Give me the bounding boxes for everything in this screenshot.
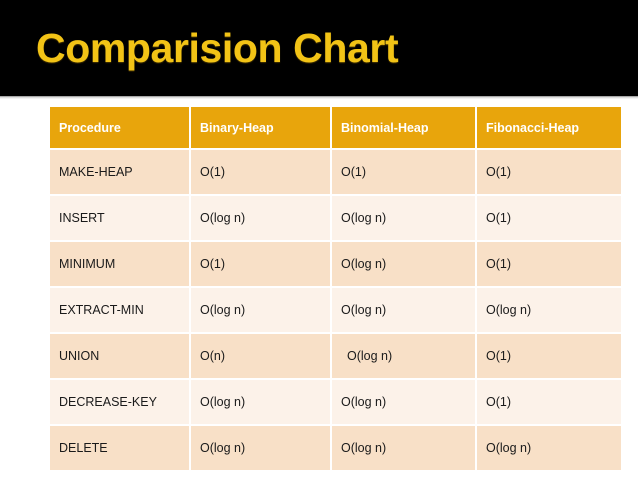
cell-fibonacci-heap: O(1) [477, 196, 621, 242]
table-row: DECREASE-KEY O(log n) O(log n) O(1) [50, 380, 621, 426]
cell-procedure: INSERT [50, 196, 191, 242]
column-header-procedure: Procedure [50, 107, 191, 150]
cell-binary-heap: O(1) [191, 150, 332, 196]
cell-procedure: MAKE-HEAP [50, 150, 191, 196]
cell-procedure: DELETE [50, 426, 191, 470]
cell-fibonacci-heap: O(1) [477, 150, 621, 196]
cell-binomial-heap: O(1) [332, 150, 477, 196]
cell-procedure: UNION [50, 334, 191, 380]
cell-fibonacci-heap: O(1) [477, 242, 621, 288]
cell-binomial-heap: O(log n) [332, 242, 477, 288]
cell-procedure: MINIMUM [50, 242, 191, 288]
title-divider [0, 96, 638, 99]
cell-binary-heap: O(log n) [191, 288, 332, 334]
cell-procedure: DECREASE-KEY [50, 380, 191, 426]
table-header-row: Procedure Binary-Heap Binomial-Heap Fibo… [50, 107, 621, 150]
table-row: INSERT O(log n) O(log n) O(1) [50, 196, 621, 242]
cell-fibonacci-heap: O(log n) [477, 288, 621, 334]
table-header: Procedure Binary-Heap Binomial-Heap Fibo… [50, 107, 621, 150]
cell-fibonacci-heap: O(1) [477, 380, 621, 426]
cell-binary-heap: O(log n) [191, 380, 332, 426]
table-body: MAKE-HEAP O(1) O(1) O(1) INSERT O(log n)… [50, 150, 621, 470]
cell-binary-heap: O(log n) [191, 426, 332, 470]
title-bar: Comparision Chart [0, 0, 638, 96]
table-row: EXTRACT-MIN O(log n) O(log n) O(log n) [50, 288, 621, 334]
cell-binomial-heap: O(log n) [332, 196, 477, 242]
table-row: MAKE-HEAP O(1) O(1) O(1) [50, 150, 621, 196]
table-row: MINIMUM O(1) O(log n) O(1) [50, 242, 621, 288]
table-row: DELETE O(log n) O(log n) O(log n) [50, 426, 621, 470]
cell-fibonacci-heap: O(log n) [477, 426, 621, 470]
page-title: Comparision Chart [36, 25, 399, 71]
comparison-table: Procedure Binary-Heap Binomial-Heap Fibo… [50, 107, 621, 470]
table-row: UNION O(n) O(log n) O(1) [50, 334, 621, 380]
cell-binomial-heap: O(log n) [332, 380, 477, 426]
cell-binary-heap: O(1) [191, 242, 332, 288]
cell-binomial-heap: O(log n) [332, 426, 477, 470]
column-header-binomial-heap: Binomial-Heap [332, 107, 477, 150]
cell-procedure: EXTRACT-MIN [50, 288, 191, 334]
cell-binomial-heap: O(log n) [332, 334, 477, 380]
column-header-fibonacci-heap: Fibonacci-Heap [477, 107, 621, 150]
cell-fibonacci-heap: O(1) [477, 334, 621, 380]
cell-binary-heap: O(log n) [191, 196, 332, 242]
column-header-binary-heap: Binary-Heap [191, 107, 332, 150]
cell-binary-heap: O(n) [191, 334, 332, 380]
cell-binomial-heap: O(log n) [332, 288, 477, 334]
